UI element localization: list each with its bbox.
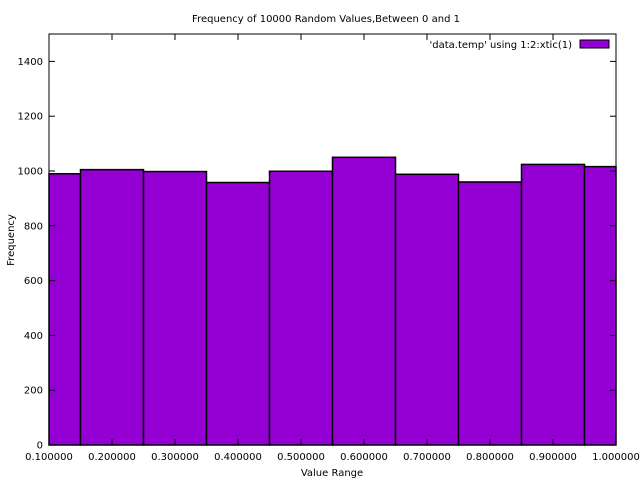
y-tick-label: 1400	[18, 57, 43, 68]
y-tick-label: 1200	[18, 112, 43, 123]
plot-frame	[48, 33, 617, 446]
x-tick-label: 0.100000	[25, 452, 73, 463]
chart-title: Frequency of 10000 Random Values,Between…	[192, 14, 460, 25]
x-tick-label: 0.700000	[403, 452, 451, 463]
x-tick-label: 0.500000	[277, 452, 325, 463]
y-axis: 0 200 400 600 800 1000 1200 1400	[18, 57, 616, 452]
bar-0.300000	[142, 170, 208, 446]
x-tick-label: 0.900000	[529, 452, 577, 463]
bar-1.000000	[583, 165, 617, 446]
bar-0.600000	[331, 156, 397, 446]
x-tick-label: 1.000000	[592, 452, 640, 463]
x-tick-label: 0.800000	[466, 452, 514, 463]
bar-0.500000	[268, 170, 334, 446]
x-axis: 0.100000 0.200000 0.300000 0.400000 0.500000…	[25, 34, 640, 463]
x-tick-label: 0.300000	[151, 452, 199, 463]
legend-swatch	[579, 39, 610, 49]
y-tick-label: 400	[24, 331, 43, 342]
y-axis-label: Frequency	[6, 214, 17, 266]
y-tick-label: 800	[24, 221, 43, 232]
y-tick-label: 200	[24, 386, 43, 397]
y-tick-label: 1000	[18, 167, 43, 178]
bar-0.900000	[520, 163, 586, 446]
x-tick-label: 0.200000	[88, 452, 136, 463]
y-tick-label: 0	[37, 441, 43, 452]
y-tick-label: 600	[24, 276, 43, 287]
bar-0.800000	[457, 181, 523, 446]
bar-0.700000	[394, 173, 460, 446]
bar-0.400000	[205, 181, 271, 446]
legend: 'data.temp' using 1:2:xtic(1)	[430, 39, 610, 51]
legend-label: 'data.temp' using 1:2:xtic(1)	[430, 40, 573, 51]
bars-layer	[48, 156, 617, 446]
bar-0.100000	[48, 172, 82, 446]
bar-0.200000	[79, 168, 145, 446]
x-tick-label: 0.400000	[214, 452, 262, 463]
x-tick-label: 0.600000	[340, 452, 388, 463]
x-axis-label: Value Range	[301, 468, 363, 479]
